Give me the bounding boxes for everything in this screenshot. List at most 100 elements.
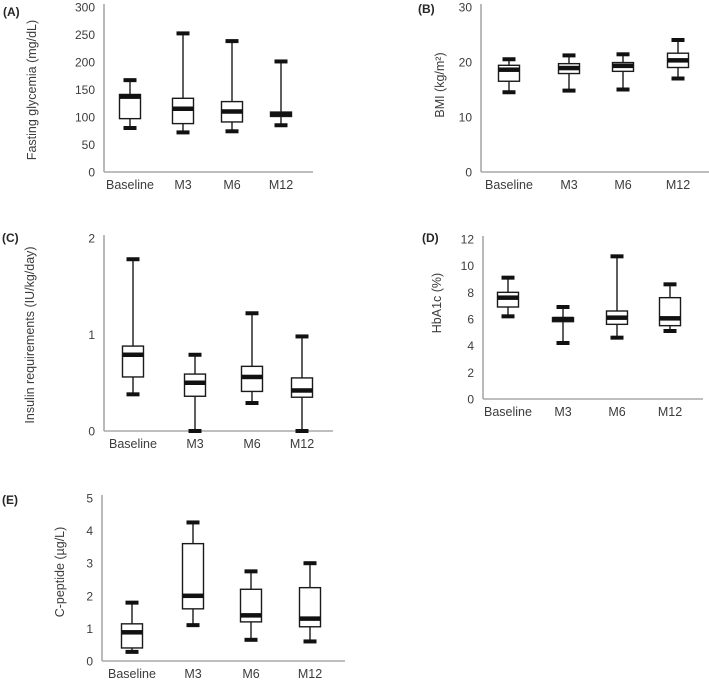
y-tick-label: 10 <box>461 259 475 273</box>
whisker-cap <box>501 275 515 280</box>
panel-label-e: (E) <box>2 493 18 507</box>
whisker-cap <box>663 329 677 333</box>
y-tick-label: 4 <box>467 339 474 353</box>
iqr-box <box>181 542 205 610</box>
x-category-label: Baseline <box>106 178 154 192</box>
median-bar <box>558 65 580 71</box>
whisker-cap <box>295 334 309 339</box>
whisker-cap <box>244 569 258 574</box>
whisker-cap <box>274 59 288 64</box>
whisker-cap <box>245 401 259 406</box>
y-tick-label: 6 <box>467 313 474 327</box>
median-bar <box>498 67 520 72</box>
whisker-cap <box>188 429 202 433</box>
y-tick-label: 4 <box>86 524 93 538</box>
panel-label-d: (D) <box>422 231 439 245</box>
whisker-cap <box>186 520 200 525</box>
iqr-box <box>658 296 682 327</box>
y-tick-label: 3 <box>86 557 93 571</box>
boxplot-chart-fasting-glycemia: 0 50 100 150 200 250 300 Baseline M3 M6 M12 <box>75 1 313 192</box>
median-bar <box>121 630 143 635</box>
iqr-box <box>121 345 145 378</box>
iqr-box <box>183 373 207 397</box>
x-category-label: M6 <box>242 667 259 681</box>
whisker-cap <box>125 600 139 605</box>
x-category-label: M12 <box>666 178 690 192</box>
panel-bmi: (B) BMI (kg/m²) 0 10 20 30 Baseline M3 M6 M12 <box>359 0 709 210</box>
y-tick-label: 2 <box>86 589 93 603</box>
median-bar <box>184 380 206 385</box>
x-category-label: M12 <box>269 178 293 192</box>
whisker-cap <box>295 429 309 433</box>
whisker-cap <box>671 38 685 42</box>
median-bar <box>291 388 313 393</box>
whisker-cap <box>502 57 516 62</box>
median-bar <box>172 106 194 111</box>
iqr-box <box>120 623 144 649</box>
whisker-cap <box>671 76 685 81</box>
median-bar <box>270 112 292 117</box>
median-bar <box>299 616 321 621</box>
whisker-cap <box>616 52 630 57</box>
x-category-label: M3 <box>184 667 201 681</box>
y-tick-label: 0 <box>465 166 472 180</box>
median-bar <box>182 593 204 599</box>
y-tick-label: 300 <box>75 1 95 15</box>
x-category-label: M3 <box>554 405 571 419</box>
y-tick-label: 250 <box>75 28 95 42</box>
median-bar <box>122 352 144 358</box>
y-tick-label: 50 <box>82 138 96 152</box>
panel-label-a: (A) <box>3 5 20 19</box>
x-category-label: M3 <box>186 437 203 451</box>
x-category-label: M12 <box>298 667 322 681</box>
whisker-cap <box>303 561 317 566</box>
x-category-label: Baseline <box>108 667 156 681</box>
panel-c-peptide: (E) C-peptide (µg/L) 0 1 2 3 4 5 Baseline M3 M6 M… <box>0 488 355 684</box>
y-tick-label: 20 <box>459 56 473 70</box>
whisker-cap <box>502 90 516 95</box>
whisker-cap <box>562 53 576 58</box>
median-bar <box>241 374 263 380</box>
whisker-cap <box>244 637 258 642</box>
whisker-cap <box>126 392 140 397</box>
iqr-box <box>290 377 314 398</box>
whisker-cap <box>225 39 239 44</box>
median-bar <box>667 58 689 63</box>
whisker-cap <box>126 257 140 262</box>
whisker-cap <box>123 126 137 130</box>
y-tick-label: 100 <box>75 111 95 125</box>
x-category-label: M6 <box>223 178 240 192</box>
y-tick-label: 1 <box>86 622 93 636</box>
whisker-cap <box>125 649 139 654</box>
panel-fasting-glycemia: (A) Fasting glycemia (mg/dL) 0 50 100 150 20… <box>0 0 355 210</box>
whisker-cap <box>176 130 190 135</box>
y-tick-label: 30 <box>459 1 473 15</box>
panel-hba1c: (D) HbA1c (%) 0 2 4 6 8 10 12 Baseline M3 M6 M12 <box>359 225 709 435</box>
whisker-cap <box>245 311 259 316</box>
boxplot-chart-insulin-requirements: 0 1 2 Baseline M3 M6 M12 <box>88 232 333 451</box>
y-tick-label: 0 <box>88 166 95 180</box>
x-category-label: Baseline <box>484 405 532 419</box>
median-bar <box>659 316 681 321</box>
y-tick-label: 2 <box>467 366 474 380</box>
x-category-label: M12 <box>658 405 682 419</box>
y-tick-label: 12 <box>461 233 475 247</box>
y-tick-label: 0 <box>86 655 93 669</box>
x-category-label: M6 <box>614 178 631 192</box>
whisker-cap <box>303 639 317 644</box>
median-bar <box>552 316 574 322</box>
whisker-cap <box>663 282 677 287</box>
y-tick-label: 0 <box>88 425 95 439</box>
x-category-label: M3 <box>560 178 577 192</box>
panel-label-c: (C) <box>2 231 19 245</box>
whisker-cap <box>123 78 137 83</box>
x-category-label: Baseline <box>109 437 157 451</box>
boxplot-chart-hba1c: 0 2 4 6 8 10 12 Baseline M3 M6 M12 <box>461 233 703 419</box>
x-category-label: M6 <box>243 437 260 451</box>
median-bar <box>221 109 243 114</box>
whisker-cap <box>501 314 515 319</box>
x-category-label: M6 <box>608 405 625 419</box>
y-tick-label: 5 <box>86 492 93 506</box>
